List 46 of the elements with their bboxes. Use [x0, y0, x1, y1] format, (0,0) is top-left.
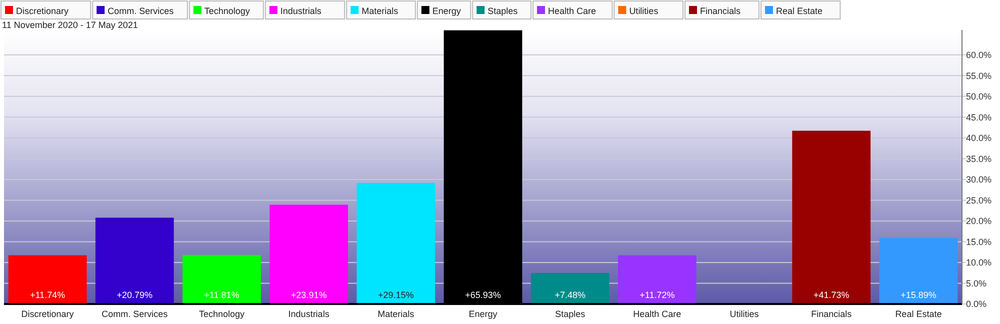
legend-label: Energy: [432, 6, 462, 16]
x-tick-label: Staples: [555, 309, 586, 319]
legend-label: Comm. Services: [108, 6, 174, 16]
y-tick-label: 25.0%: [966, 195, 992, 206]
y-tick-label: 5.0%: [966, 278, 987, 288]
data-label: +41.73%: [813, 290, 850, 300]
y-tick-label: 35.0%: [966, 154, 992, 164]
legend-label: Industrials: [280, 6, 322, 16]
x-tick-label: Technology: [198, 309, 245, 319]
y-tick-label: 55.0%: [966, 70, 992, 81]
x-tick-label: Real Estate: [895, 309, 942, 319]
data-label: +15.89%: [900, 290, 936, 300]
data-label: +7.48%: [554, 290, 586, 300]
x-tick-label: Comm. Services: [102, 309, 168, 319]
data-label: +29.15%: [378, 290, 414, 300]
data-label: +23.91%: [290, 290, 327, 300]
y-tick-label: 45.0%: [966, 112, 992, 122]
x-tick-label: Discretionary: [21, 309, 74, 319]
x-tick-label: Industrials: [288, 309, 330, 319]
legend-label: Staples: [488, 6, 518, 16]
legend-label: Financials: [700, 6, 742, 16]
data-label: +11.72%: [640, 290, 675, 300]
chart-title: 11 November 2020 - 17 May 2021: [2, 20, 138, 30]
y-tick-label: 20.0%: [966, 216, 992, 226]
x-tick-label: Energy: [468, 309, 498, 319]
x-tick-label: Financials: [811, 309, 852, 319]
legend-label: Health Care: [548, 6, 596, 16]
x-tick-label: Utilities: [730, 309, 760, 319]
legend-label: Technology: [204, 6, 250, 16]
x-tick-label: Materials: [378, 309, 415, 319]
x-tick-label: Health Care: [633, 309, 682, 319]
legend-label: Real Estate: [776, 6, 823, 16]
y-tick-label: 10.0%: [966, 258, 992, 268]
legend-label: Utilities: [629, 6, 659, 16]
data-label: +11.81%: [204, 290, 240, 300]
y-tick-label: 15.0%: [966, 236, 992, 247]
y-tick-label: 30.0%: [966, 174, 992, 185]
y-tick-label: 50.0%: [966, 92, 992, 102]
data-label: +20.79%: [116, 290, 153, 300]
y-tick-label: 0.0%: [966, 299, 987, 310]
data-label: +65.93%: [465, 290, 501, 300]
legend-label: Materials: [362, 6, 399, 16]
legend-label: Discretionary: [16, 6, 70, 16]
y-tick-label: 40.0%: [966, 133, 992, 144]
y-tick-label: 60.0%: [966, 50, 992, 60]
data-label: +11.74%: [30, 290, 66, 300]
